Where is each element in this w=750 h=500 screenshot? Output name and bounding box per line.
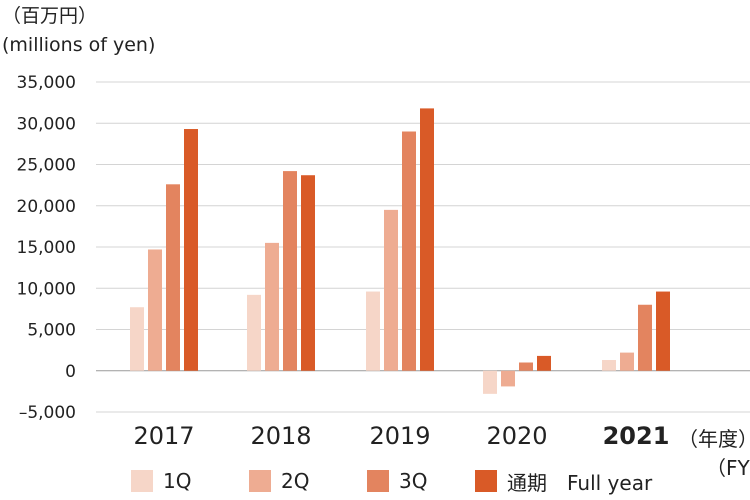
bar-2017-3q [166,184,180,371]
y-unit-label-en: (millions of yen) [2,34,156,56]
legend-item-full-year: 通期 Full year [475,468,653,495]
bar-2019-2q [384,209,398,371]
x-unit-label-en: （FY） [706,456,750,480]
y-tick-label: 30,000 [17,114,76,134]
legend-label-2q: 2Q [281,469,310,493]
bar-2019-3q [402,131,416,371]
y-tick-label: 0 [65,362,76,382]
x-tick-label: 2017 [133,422,194,450]
bar-2018-3q [283,171,297,371]
x-tick-label: 2020 [486,422,547,450]
bar-2018-2q [265,242,279,371]
legend-label-1q: 1Q [163,469,192,493]
y-tick-label: 25,000 [17,156,76,176]
bar-2017-2q [148,249,162,371]
bar-2020-通期fullyear [537,355,551,371]
legend-item-3q: 3Q [367,468,427,494]
legend-label-full-year: 通期 Full year [507,470,653,495]
x-tick-label: 2019 [369,422,430,450]
y-tick-label: 20,000 [17,197,76,217]
legend-swatch-1q [131,470,153,492]
bar-2019-通期fullyear [420,108,434,371]
bar-2017-通期fullyear [184,129,198,371]
bar-2017-1q [130,307,144,371]
bar-2019-1q [366,291,380,371]
bar-2021-通期fullyear [656,291,670,371]
y-tick-label: 15,000 [17,238,76,258]
bar-2021-1q [602,360,616,371]
y-tick-label: 35,000 [17,73,76,93]
bar-2018-通期fullyear [301,175,315,371]
y-unit-label-ja: （百万円） [2,5,98,27]
bar-2020-2q [501,370,515,387]
legend-swatch-3q [367,470,389,492]
x-tick-label: 2018 [250,422,311,450]
y-tick-label: 10,000 [17,279,76,299]
legend-item-1q: 1Q [131,468,191,494]
legend-swatch-2q [249,470,271,492]
x-tick-label: 2021 [603,422,670,450]
bar-2020-1q [483,370,497,394]
legend-swatch-full-year [475,470,497,492]
bar-2021-3q [638,304,652,371]
legend-label-3q: 3Q [399,469,428,493]
y-tick-label: –5,000 [19,403,76,423]
bar-2021-2q [620,352,634,371]
legend-item-2q: 2Q [249,468,309,494]
x-unit-label-ja: （年度） [678,427,750,451]
bar-2020-3q [519,362,533,371]
y-tick-label: 5,000 [27,321,76,341]
bar-2018-1q [247,294,261,371]
